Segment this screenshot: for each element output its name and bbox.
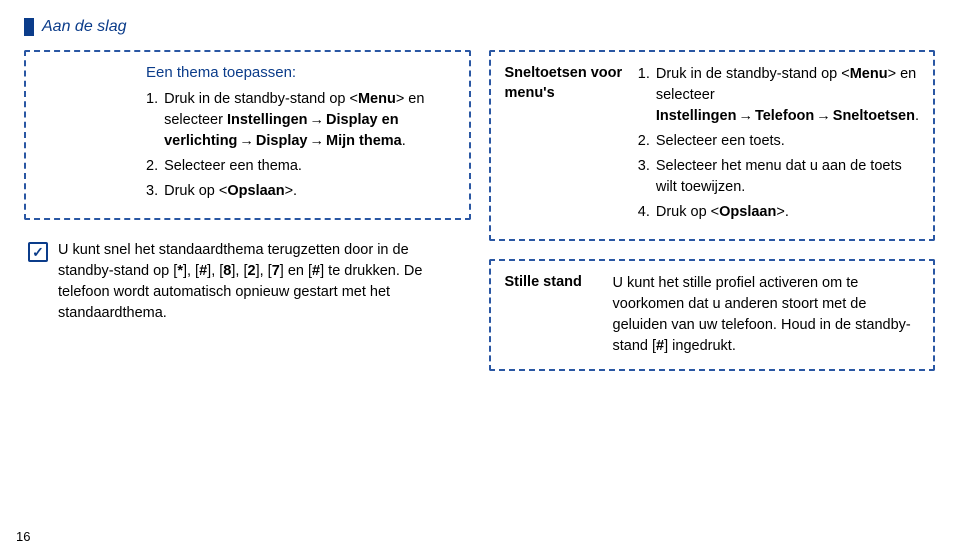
shortcuts-box: Sneltoetsen voor menu's 1. Druk in de st… [489,50,936,241]
step-num: 3. [638,156,650,198]
theme-box: Een thema toepassen: 1. Druk in de stand… [24,50,471,220]
step-text: Selecteer het menu dat u aan de toets wi… [656,156,919,198]
step-num: 2. [638,131,650,152]
page-number: 16 [16,529,30,544]
checkmark-icon: ✓ [28,242,48,262]
step-text: Selecteer een toets. [656,131,785,152]
silent-box: Stille stand U kunt het stille profiel a… [489,259,936,371]
step-num: 1. [146,89,158,152]
step-item: 2. Selecteer een thema. [146,156,455,177]
section-header: Aan de slag [24,18,127,36]
step-num: 2. [146,156,158,177]
content-columns: Een thema toepassen: 1. Druk in de stand… [24,50,935,389]
step-item: 3. Druk op <Opslaan>. [146,181,455,202]
step-item: 3. Selecteer het menu dat u aan de toets… [638,156,919,198]
shortcuts-label: Sneltoetsen voor menu's [505,64,626,103]
tip-text: U kunt snel het standaardthema terugzett… [58,240,467,324]
theme-title: Een thema toepassen: [146,64,455,81]
step-num: 4. [638,202,650,223]
silent-label: Stille stand [505,273,601,293]
right-column: Sneltoetsen voor menu's 1. Druk in de st… [489,50,936,389]
step-item: 1. Druk in de standby-stand op <Menu> en… [638,64,919,127]
step-text: Druk op <Opslaan>. [164,181,297,202]
shortcuts-content: 1. Druk in de standby-stand op <Menu> en… [638,64,919,227]
step-text: Selecteer een thema. [164,156,302,177]
step-text: Druk in de standby-stand op <Menu> en se… [164,89,454,152]
tip-box: ✓ U kunt snel het standaardthema terugze… [24,238,471,324]
step-text: Druk op <Opslaan>. [656,202,789,223]
step-item: 1. Druk in de standby-stand op <Menu> en… [146,89,455,152]
shortcuts-steps: 1. Druk in de standby-stand op <Menu> en… [638,64,919,223]
silent-text: U kunt het stille profiel activeren om t… [613,273,920,357]
theme-steps: 1. Druk in de standby-stand op <Menu> en… [146,89,455,202]
step-item: 2. Selecteer een toets. [638,131,919,152]
step-num: 3. [146,181,158,202]
theme-content: Een thema toepassen: 1. Druk in de stand… [146,64,455,206]
step-item: 4. Druk op <Opslaan>. [638,202,919,223]
step-num: 1. [638,64,650,127]
left-column: Een thema toepassen: 1. Druk in de stand… [24,50,471,389]
step-text: Druk in de standby-stand op <Menu> en se… [656,64,919,127]
